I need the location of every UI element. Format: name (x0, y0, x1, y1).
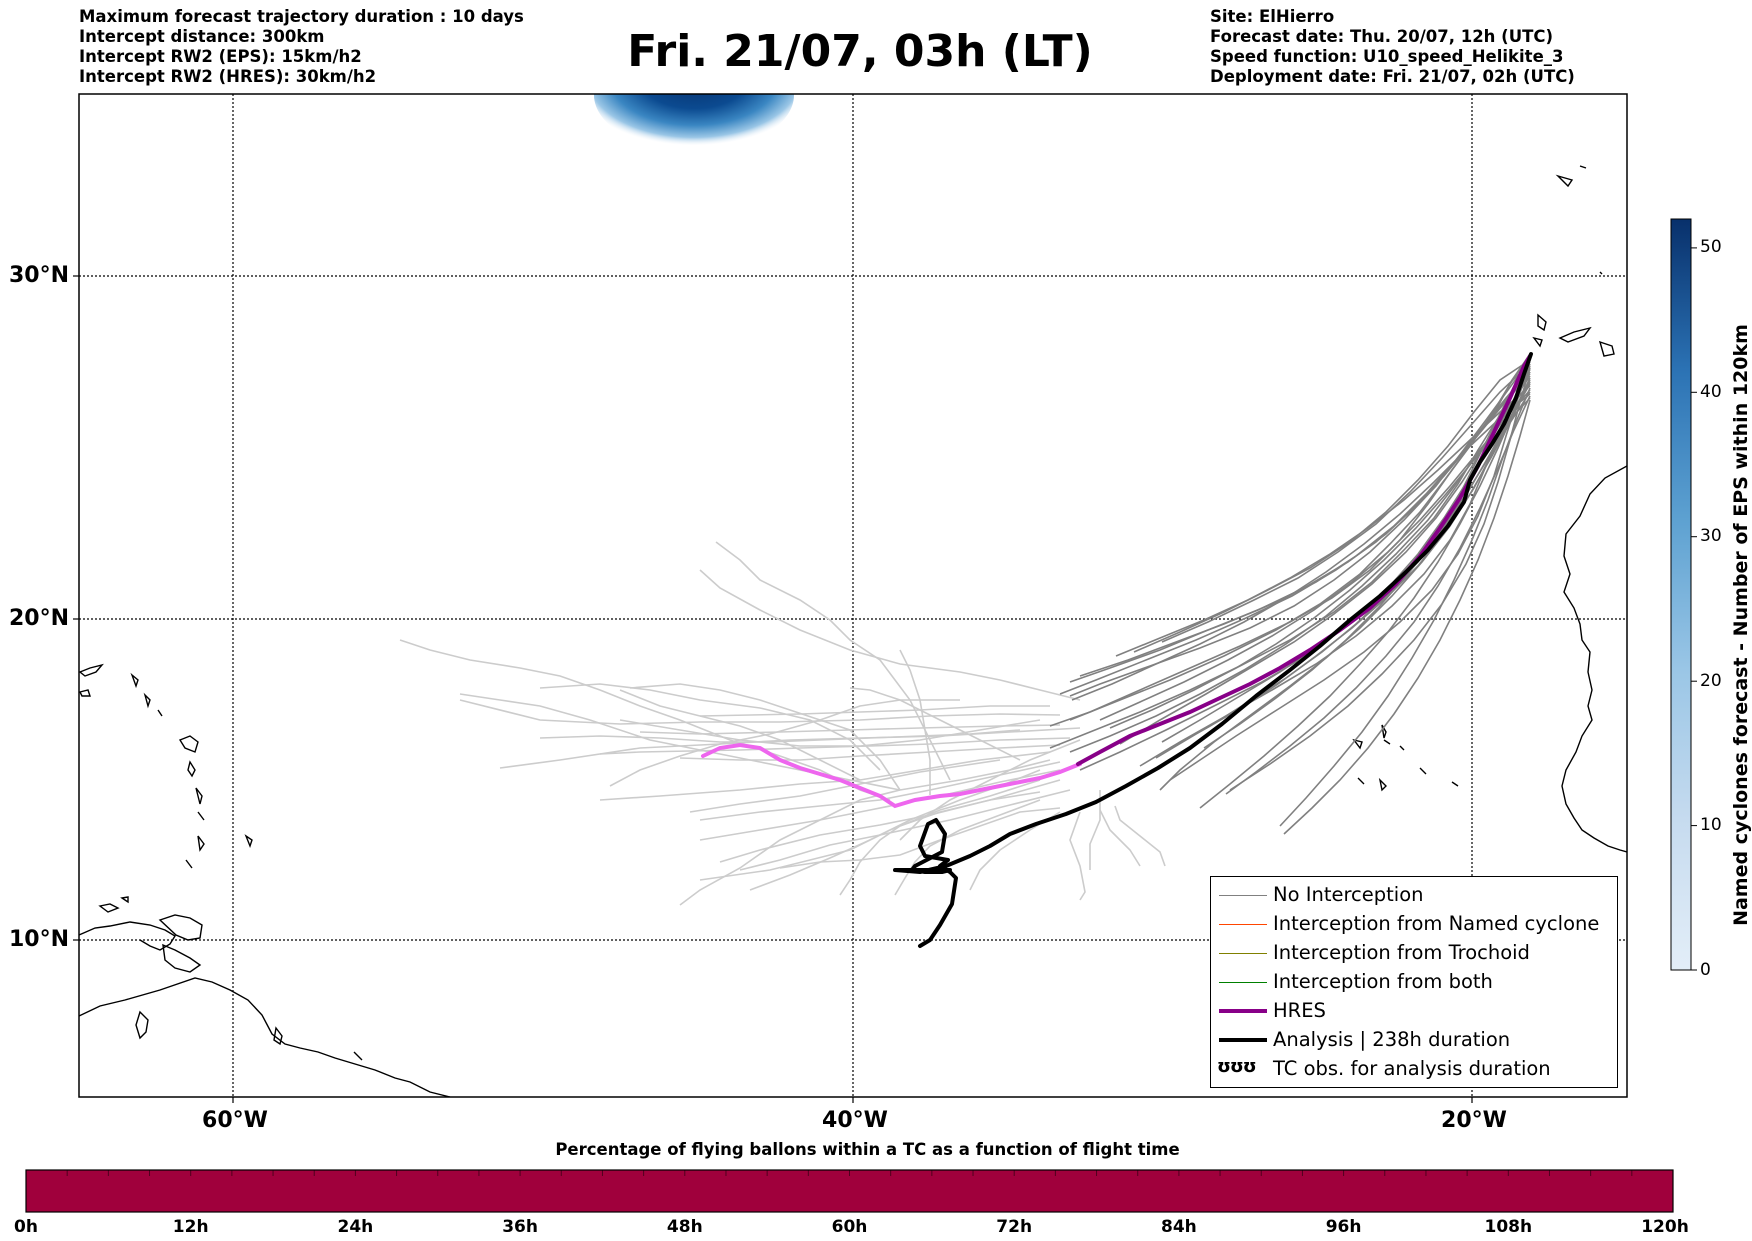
analysis-track (893, 352, 1533, 948)
intercept-hres-text: Intercept RW2 (HRES): 30km/h2 (79, 67, 377, 86)
coastlines (79, 165, 1627, 1097)
legend-item-both: Interception from both (1211, 970, 1617, 996)
legend-item-hres: HRES (1211, 999, 1617, 1025)
legend-item-named-cyclone: Interception from Named cyclone (1211, 912, 1617, 938)
pct-tick: 72h (996, 1217, 1033, 1237)
intercept-eps-text: Intercept RW2 (EPS): 15km/h2 (79, 47, 362, 66)
speed-function-text: Speed function: U10_speed_Helikite_3 (1210, 47, 1564, 66)
pct-tick: 48h (666, 1217, 703, 1237)
lon-label-20w: 20°W (1441, 1108, 1507, 1133)
eps-density-blob (594, 94, 794, 151)
pct-tick: 12h (172, 1217, 209, 1237)
legend-item-tc-obs: ʊʊʊ TC obs. for analysis duration (1217, 1056, 1551, 1080)
pct-tick: 96h (1325, 1217, 1362, 1237)
percentage-bar-title: Percentage of flying ballons within a TC… (555, 1140, 1180, 1159)
legend-item-trochoid: Interception from Trochoid (1211, 941, 1617, 967)
lat-label-20n: 20°N (9, 606, 70, 631)
page-title: Fri. 21/07, 03h (LT) (627, 26, 1093, 77)
pct-tick: 0h (14, 1217, 38, 1237)
colorbar-tick: 10 (1700, 815, 1722, 835)
colorbar-tick: 30 (1700, 526, 1722, 546)
pct-tick: 84h (1161, 1217, 1197, 1237)
forecast-date-text: Forecast date: Thu. 20/07, 12h (UTC) (1210, 27, 1554, 46)
pct-tick: 36h (502, 1217, 538, 1237)
legend: No Interception Interception from Named … (1210, 876, 1618, 1088)
header-right-info: Site: ElHierro Forecast date: Thu. 20/07… (1210, 7, 1575, 87)
colorbar-label: Named cyclones forecast - Number of EPS … (1730, 324, 1752, 926)
late-tracks (399, 541, 1166, 906)
pct-tick: 108h (1484, 1217, 1533, 1237)
lon-label-40w: 40°W (822, 1108, 888, 1133)
intercept-distance-text: Intercept distance: 300km (79, 27, 325, 46)
hres-track (1076, 354, 1532, 766)
hres-track-late-visible (701, 742, 1082, 809)
pct-tick: 24h (337, 1217, 374, 1237)
pct-tick: 60h (831, 1217, 868, 1237)
colorbar-tick: 50 (1700, 237, 1722, 257)
tc-symbol-icon: ʊʊʊ (1217, 1056, 1257, 1077)
max-duration-text: Maximum forecast trajectory duration : 1… (79, 7, 524, 26)
lat-label-30n: 30°N (9, 263, 70, 288)
percentage-bar (25, 1169, 1674, 1213)
lat-label-10n: 10°N (9, 927, 70, 952)
legend-item-no-interception: No Interception (1211, 883, 1617, 909)
colorbar-tick: 20 (1700, 671, 1722, 691)
lon-label-60w: 60°W (202, 1108, 268, 1133)
legend-item-analysis: Analysis | 238h duration (1211, 1028, 1617, 1054)
colorbar-tick: 0 (1700, 960, 1711, 980)
header-left-info: Maximum forecast trajectory duration : 1… (79, 7, 524, 87)
deployment-date-text: Deployment date: Fri. 21/07, 02h (UTC) (1210, 67, 1575, 86)
no-interception-tracks (1049, 353, 1531, 835)
pct-tick: 120h (1641, 1217, 1689, 1237)
colorbar (1670, 218, 1692, 971)
colorbar-tick: 40 (1700, 382, 1722, 402)
site-text: Site: ElHierro (1210, 7, 1335, 26)
